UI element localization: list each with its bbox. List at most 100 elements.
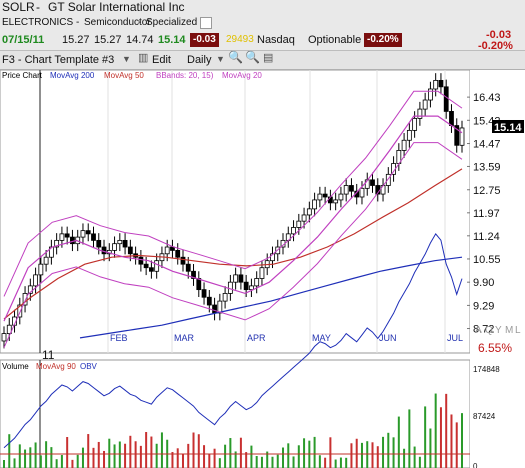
y-tick-label: 10.55 bbox=[473, 254, 501, 266]
candle-body bbox=[349, 185, 354, 192]
quote-bar: 07/15/11 15.27 15.27 14.74 15.14 -0.03 2… bbox=[0, 29, 525, 52]
legend-item: Price Chart bbox=[2, 71, 43, 80]
volume-bar bbox=[24, 449, 27, 468]
checkbox[interactable] bbox=[200, 17, 212, 29]
volume-legend: Volume bbox=[2, 362, 29, 371]
y-tick-label: 16.43 bbox=[473, 92, 501, 104]
stock-chart[interactable]: 16.4315.4214.4713.5912.7511.9711.2410.55… bbox=[0, 70, 525, 468]
symbol-header: SOLR - GT Solar International Inc bbox=[0, 0, 525, 16]
quote-close: 15.14 bbox=[158, 34, 186, 46]
subindustry-label[interactable]: Specialized bbox=[146, 17, 198, 28]
candle-body bbox=[406, 129, 412, 141]
timeframe-letter: Q bbox=[485, 325, 493, 336]
volume-bar bbox=[139, 445, 142, 468]
edit-icon[interactable]: ▥ bbox=[138, 52, 149, 64]
ma200-line bbox=[79, 256, 463, 339]
sector-label[interactable]: ELECTRONICS bbox=[2, 17, 74, 28]
volume-bar bbox=[218, 458, 221, 468]
sector-bar: ELECTRONICS - Semiconductor - Specialize… bbox=[0, 15, 525, 31]
candle-body bbox=[91, 233, 96, 241]
candle-body bbox=[459, 127, 465, 146]
x-tick-label: JUL bbox=[447, 333, 463, 343]
candle-body bbox=[243, 281, 249, 291]
volume-bar bbox=[345, 457, 348, 468]
volume-bar bbox=[118, 441, 121, 468]
candle-body bbox=[270, 253, 275, 262]
candle-body bbox=[449, 111, 454, 126]
volume-bar bbox=[324, 457, 327, 468]
volume-bar bbox=[408, 409, 411, 468]
volume-bar bbox=[76, 454, 79, 468]
volume-bar bbox=[360, 442, 363, 468]
volume-bar bbox=[292, 456, 295, 468]
x-tick-label: 11 bbox=[42, 348, 55, 362]
zoom-out-icon[interactable]: 🔍 bbox=[245, 50, 260, 64]
volume-bar bbox=[39, 455, 42, 468]
quote-volume: 29493 bbox=[226, 34, 254, 45]
candle-body bbox=[43, 256, 49, 265]
period-selector[interactable]: Daily bbox=[187, 54, 212, 66]
volume-bar bbox=[403, 448, 406, 468]
quote-high: 15.27 bbox=[94, 34, 122, 46]
candle-body bbox=[217, 300, 223, 314]
candle-body bbox=[380, 185, 386, 195]
candle-body bbox=[170, 246, 175, 251]
volume-bar bbox=[150, 436, 153, 468]
y-tick-label: 12.75 bbox=[473, 185, 501, 197]
candle-body bbox=[233, 274, 239, 283]
candle-body bbox=[433, 79, 439, 90]
y-tick-label: 11.24 bbox=[473, 231, 500, 243]
y-tick-label: 8.72 bbox=[473, 324, 494, 336]
volume-bar bbox=[60, 454, 63, 468]
symbol-label[interactable]: SOLR bbox=[2, 0, 35, 14]
candle-body bbox=[291, 227, 296, 235]
candle-body bbox=[417, 108, 423, 119]
x-tick-label: JUN bbox=[379, 333, 397, 343]
candle-body bbox=[117, 239, 123, 245]
timeframe-letter: A bbox=[475, 325, 482, 336]
volume-bar bbox=[318, 455, 321, 468]
industry-label[interactable]: Semiconductor bbox=[84, 17, 151, 28]
candle-body bbox=[385, 173, 391, 186]
quote-open: 15.27 bbox=[62, 34, 90, 46]
volume-bar bbox=[171, 452, 174, 468]
candle-body bbox=[428, 88, 433, 101]
volume-bar bbox=[392, 437, 395, 468]
volume-bar bbox=[382, 436, 385, 468]
volume-bar bbox=[413, 446, 416, 468]
pct-change-badge: -0.20% bbox=[364, 33, 402, 47]
edit-button[interactable]: Edit bbox=[152, 54, 171, 66]
volume-bar bbox=[429, 428, 432, 468]
chevron-down-icon[interactable]: ▼ bbox=[122, 54, 131, 64]
candle-body bbox=[343, 185, 349, 195]
volume-bar bbox=[34, 442, 37, 468]
template-selector[interactable]: F3 - Chart Template #3 bbox=[2, 54, 115, 66]
volume-bar bbox=[255, 456, 258, 468]
volume-pane bbox=[0, 359, 471, 468]
candle-body bbox=[322, 193, 328, 198]
zoom-in-icon[interactable]: 🔍 bbox=[228, 50, 243, 64]
last-price-label: 15.14 bbox=[494, 122, 522, 134]
volume-bar bbox=[3, 460, 5, 468]
candle-body bbox=[80, 230, 86, 238]
y-tick-label: 9.29 bbox=[473, 300, 494, 312]
timeframe-letter: L bbox=[515, 325, 521, 336]
exchange-label: Nasdaq bbox=[257, 34, 295, 46]
x-tick-label: FEB bbox=[110, 333, 128, 343]
candle-body bbox=[180, 256, 186, 265]
volume-bar bbox=[287, 443, 290, 468]
symbol-separator: - bbox=[36, 0, 40, 14]
candle-body bbox=[454, 125, 460, 146]
candle-body bbox=[22, 293, 28, 306]
candle-body bbox=[127, 246, 133, 255]
volume-bar bbox=[366, 441, 369, 468]
candle-body bbox=[59, 233, 65, 241]
period-chevron-icon[interactable]: ▼ bbox=[216, 54, 225, 64]
volume-bar bbox=[103, 450, 106, 468]
volume-bar bbox=[92, 447, 95, 468]
pct-axis-label: 6.55% bbox=[478, 341, 512, 355]
ma20-line bbox=[3, 115, 463, 322]
volume-bar bbox=[81, 447, 84, 468]
chart-settings-icon[interactable]: ▤ bbox=[263, 52, 274, 64]
candle-body bbox=[1, 333, 7, 342]
